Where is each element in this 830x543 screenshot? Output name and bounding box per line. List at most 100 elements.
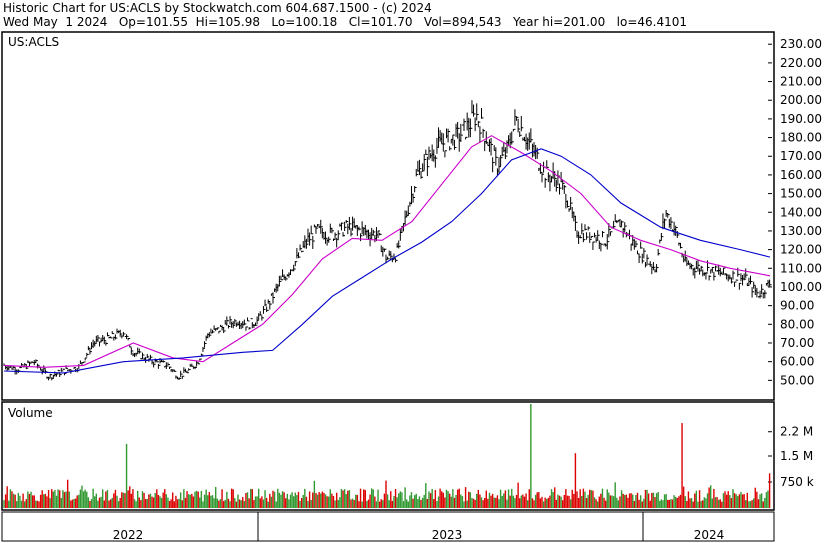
volume-bar (240, 500, 242, 508)
volume-bar (519, 498, 521, 508)
volume-bar (234, 498, 236, 508)
volume-bar (159, 496, 161, 508)
volume-bar (9, 489, 12, 508)
volume-bar (265, 497, 268, 508)
volume-bar (214, 486, 217, 508)
volume-bar (512, 495, 515, 508)
volume-bar (74, 498, 77, 508)
volume-bar (95, 493, 98, 508)
volume-bar (332, 496, 335, 508)
volume-bar (370, 488, 373, 508)
volume-bar (386, 494, 389, 508)
volume-bar (428, 491, 430, 508)
moving-average-line (3, 148, 771, 374)
volume-bar (164, 489, 166, 508)
volume-bar (63, 492, 66, 508)
price-tick-label: 210.00 (780, 75, 822, 89)
volume-bar (359, 488, 362, 508)
volume-bar (270, 496, 273, 508)
volume-bar (143, 492, 145, 508)
volume-bar (433, 499, 435, 508)
volume-bar (267, 501, 269, 508)
volume-bar (554, 487, 556, 508)
volume-bar (374, 496, 376, 508)
volume-bar (41, 490, 43, 508)
volume-bar (662, 500, 664, 508)
volume-bar (105, 491, 107, 508)
volume-bar (369, 494, 371, 508)
volume-bar (678, 496, 680, 508)
volume-bar (471, 497, 473, 508)
volume-bar (194, 491, 196, 508)
volume-bar (442, 492, 445, 508)
volume-bar (286, 493, 289, 508)
volume-bar (92, 488, 94, 508)
volume-bar (294, 492, 296, 508)
volume-bar (138, 497, 140, 508)
volume-bar (152, 497, 155, 508)
volume-bar (768, 473, 771, 508)
volume-bar (176, 499, 179, 508)
volume-bar (248, 498, 250, 508)
volume-tick-label: 750 k (780, 475, 814, 489)
volume-bar (251, 489, 254, 508)
volume-bar (509, 495, 511, 508)
volume-bar (238, 499, 241, 508)
volume-bar (62, 490, 64, 508)
volume-bar (348, 490, 351, 508)
volume-bar (585, 498, 588, 508)
year-label: 2024 (694, 528, 725, 542)
volume-bar (380, 499, 382, 508)
volume-label: Volume (8, 406, 53, 420)
volume-bar (735, 494, 737, 508)
volume-bar (453, 497, 456, 508)
volume-bar (222, 501, 225, 508)
volume-bar (399, 491, 402, 508)
volume-bar (401, 492, 403, 508)
volume-bar (463, 501, 465, 508)
volume-bar (210, 495, 212, 508)
volume-bar (261, 496, 263, 508)
volume-bar (355, 494, 357, 508)
volume-bar (725, 494, 728, 508)
quote-summary: Wed May 1 2024 Op=101.55 Hi=105.98 Lo=10… (3, 15, 687, 29)
volume-bar (560, 496, 562, 508)
volume-bar (326, 496, 328, 508)
volume-bar (690, 497, 693, 508)
volume-bar (587, 494, 589, 508)
volume-bar (396, 497, 398, 508)
volume-bar (762, 501, 764, 508)
volume-bar (533, 500, 535, 508)
volume-bar (78, 494, 80, 508)
volume-bar (752, 498, 755, 508)
volume-bar (714, 497, 717, 508)
volume-bar (278, 492, 281, 508)
volume-bar (184, 497, 187, 508)
volume-bar (292, 496, 295, 508)
volume-bar (84, 489, 86, 508)
volume-bar (141, 491, 144, 508)
volume-bar (51, 489, 53, 508)
volume-bar (17, 492, 20, 508)
volume-bar (19, 495, 21, 508)
volume-bar (563, 494, 565, 508)
volume-bar (741, 494, 744, 508)
volume-bar (119, 498, 121, 508)
volume-bar (318, 492, 320, 508)
volume-bar (733, 493, 736, 508)
volume-bar (590, 490, 593, 508)
volume-bar (197, 491, 199, 508)
volume-bar (320, 493, 322, 508)
volume-bar (581, 495, 583, 508)
volume-bar (281, 491, 284, 508)
volume-bar (25, 499, 27, 508)
volume-bar (525, 493, 527, 508)
volume-bar (121, 492, 123, 508)
price-tick-label: 190.00 (780, 112, 822, 126)
volume-bar (620, 490, 623, 508)
volume-bar (644, 489, 647, 508)
volume-bar (269, 493, 271, 508)
volume-bar (616, 497, 618, 508)
volume-bar (109, 499, 112, 508)
volume-bar (81, 485, 83, 508)
